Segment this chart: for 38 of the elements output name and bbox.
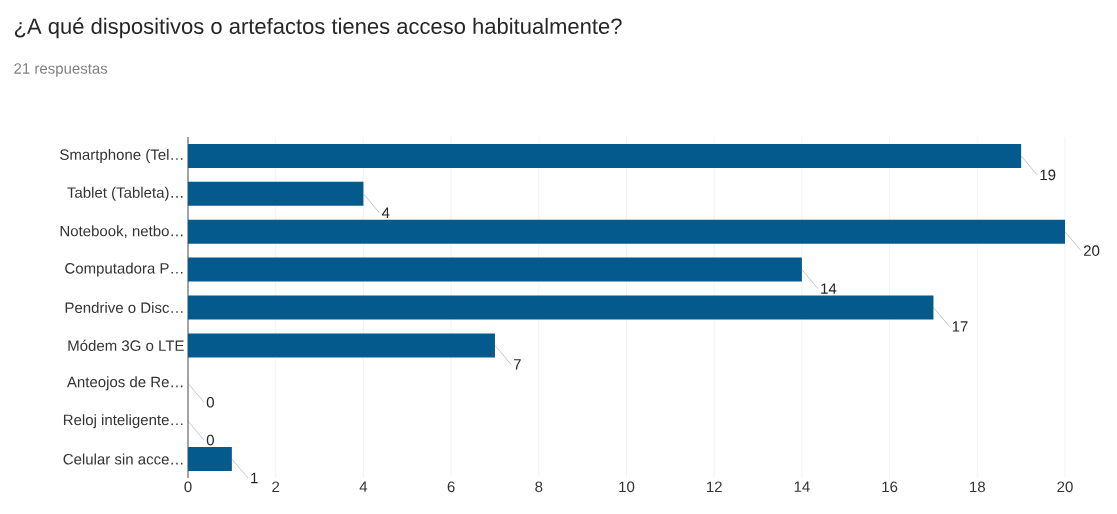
x-tick-label: 4 — [359, 481, 368, 492]
y-tick-label: Pendrive o Disc… — [65, 301, 183, 313]
x-tick-label: 2 — [272, 481, 280, 492]
bar — [188, 257, 802, 282]
bar — [188, 333, 495, 358]
x-tick-label: 0 — [184, 481, 192, 493]
data-label: 7 — [513, 359, 521, 370]
x-tick-label: 20 — [1057, 481, 1073, 493]
x-tick-label: 14 — [794, 481, 810, 492]
x-tick-label: 12 — [707, 481, 722, 492]
data-label: 4 — [381, 207, 390, 218]
x-tick-label: 8 — [535, 481, 543, 493]
data-label: 14 — [821, 283, 837, 294]
x-tick-label: 6 — [447, 481, 455, 493]
bar — [188, 143, 1022, 168]
bar — [188, 295, 934, 320]
x-tick-label: 10 — [619, 481, 635, 493]
y-tick-label: Computadora P… — [65, 262, 183, 277]
bar — [188, 219, 1065, 244]
data-label: 17 — [952, 321, 968, 332]
text: 21 respuestas — [14, 63, 108, 77]
x-tick-label: 18 — [970, 481, 985, 493]
y-tick-label: Tablet (Tableta)… — [67, 186, 183, 201]
data-label: 1 — [251, 472, 258, 484]
x-tick-label: 16 — [882, 481, 898, 493]
data-label: 0 — [206, 434, 214, 446]
y-tick-label: Celular sin acce… — [63, 453, 183, 465]
y-tick-label: Anteojos de Re… — [66, 376, 183, 391]
y-tick-label: Reloj inteligente… — [63, 414, 183, 429]
data-label: 19 — [1040, 169, 1056, 181]
data-label: 0 — [206, 396, 214, 408]
y-tick-label: Notebook, netbo… — [60, 225, 183, 239]
chart-title: ¿A qué dispositivos o artefactos tienes acceso habitualmente? — [14, 17, 622, 39]
y-tick-label: Módem 3G o LTE — [68, 339, 184, 351]
bar — [188, 447, 232, 472]
bar — [188, 181, 364, 206]
data-label: 20 — [1083, 245, 1100, 256]
y-tick-label: Smartphone (Tel… — [60, 148, 183, 163]
